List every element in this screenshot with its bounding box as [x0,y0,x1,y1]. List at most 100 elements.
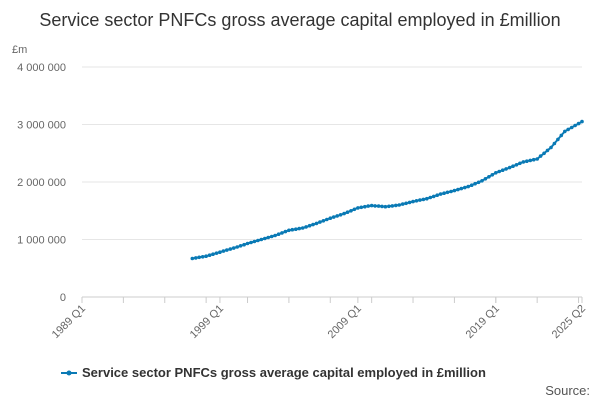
data-point [369,203,374,208]
data-point [456,187,460,192]
data-point [483,177,488,181]
data-point [376,204,381,208]
data-point [228,247,233,251]
data-point [211,252,215,256]
data-point [221,249,226,253]
data-point [256,238,260,243]
y-tick-label: 4 000 000 [17,62,66,74]
data-point [204,254,208,258]
data-point [397,203,402,207]
data-point [252,239,257,244]
data-point [225,248,229,252]
data-point [352,207,357,212]
source-label[interactable]: Source: [545,383,590,398]
data-point [511,164,515,168]
data-point [342,211,346,216]
data-point [259,237,264,242]
data-point [200,254,205,259]
data-point [521,160,526,164]
data-point [328,216,333,220]
data-point [366,204,371,208]
data-point [394,203,398,208]
y-tick-label: 1 000 000 [17,235,66,247]
data-point [321,219,326,223]
data-point [487,175,491,179]
data-point [363,204,367,209]
data-point [469,183,474,187]
data-point [190,256,195,261]
data-point [373,204,377,208]
data-point [269,234,274,239]
data-point [535,157,539,161]
data-point [566,127,570,132]
x-tick-label: 1999 Q1 [188,303,226,341]
data-point [463,185,467,190]
data-point [280,231,284,235]
legend-label: Service sector PNFCs gross average capit… [82,365,486,380]
data-point [383,204,388,209]
data-point [497,169,502,174]
data-point [242,242,246,247]
data-point [297,226,302,231]
data-point [580,119,584,124]
data-point [421,197,426,202]
data-point [414,199,419,203]
data-point [400,202,405,206]
data-point [218,250,222,254]
chart-title: Service sector PNFCs gross average capit… [39,10,561,30]
data-point [435,193,440,197]
data-point [425,196,429,201]
data-point [466,184,471,189]
data-point [311,222,315,227]
data-point [318,220,322,224]
data-point [235,245,239,249]
data-point [476,180,481,185]
data-point [518,161,522,166]
data-point [507,165,512,170]
data-point [207,253,212,257]
data-point [438,192,443,196]
data-point [569,125,574,130]
data-point [249,240,253,245]
y-tick-label: 2 000 000 [17,177,66,189]
data-point [449,189,453,194]
data-point [245,241,250,246]
data-point [390,204,395,208]
data-point [563,129,567,134]
x-tick-label: 1989 Q1 [50,303,88,341]
data-point [428,195,433,200]
data-point [387,204,391,209]
data-point [335,214,340,218]
data-point [266,235,271,240]
data-point [538,154,543,158]
data-point [307,223,312,228]
data-point [545,148,550,153]
data-point [473,181,477,186]
data-point [573,123,577,128]
x-tick-label: 2025 Q2 [550,303,588,341]
data-point [356,206,360,210]
data-point [359,205,364,210]
data-point [490,173,495,177]
y-tick-label: 3 000 000 [17,120,66,132]
data-point [531,157,536,162]
data-point [294,227,298,231]
legend[interactable]: Service sector PNFCs gross average capit… [60,365,486,380]
data-point [528,158,533,163]
data-point [314,221,319,226]
data-point [552,141,557,146]
data-point [445,190,450,195]
y-axis-unit-label: £m [12,44,28,56]
data-point [276,232,281,236]
data-point [194,256,198,260]
data-point [542,151,546,156]
data-point [480,179,484,183]
data-point [338,213,343,217]
y-tick-label: 0 [60,292,66,304]
legend-line-marker-icon [61,370,77,375]
data-point [263,236,267,241]
series-line [192,120,583,260]
data-point [514,163,519,167]
data-point [452,188,457,193]
